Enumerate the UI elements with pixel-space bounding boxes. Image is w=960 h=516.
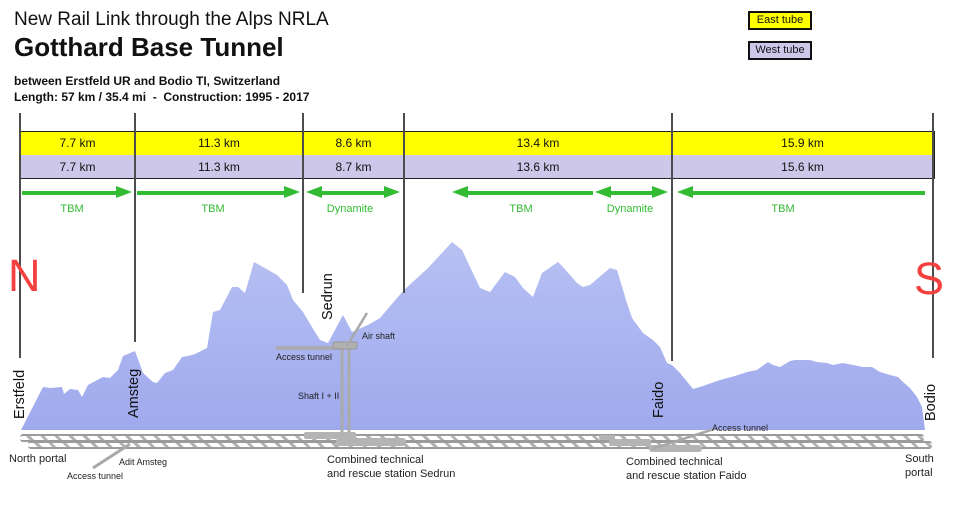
method-arrow-tbm [452,186,593,199]
annotation-combined-technical: Combined technical and rescue station Fa… [626,456,747,482]
arrow-shaft [22,190,118,195]
arrow-shaft [466,190,593,195]
annotation-air-shaft: Air shaft [362,331,396,341]
faido-station-slab-upper [609,439,651,446]
segment-divider-line [932,113,934,358]
arrowhead-left-icon [595,186,611,198]
arrowhead-left-icon [452,186,468,198]
arrowhead-left-icon [677,186,693,198]
east-segment-length: 15.9 km [781,136,824,150]
method-label: TBM [771,203,795,215]
method-arrow-tbm [677,186,925,199]
arrowhead-right-icon [284,186,300,198]
sedrun-air-shaft-line [345,312,369,347]
west-segment-length: 7.7 km [59,160,96,174]
diagram-supertitle: New Rail Link through the Alps NRLA [14,9,329,30]
station-name-sedrun: Sedrun [320,273,336,320]
amsteg-adit-line [92,442,131,470]
tunnel-track-west [28,441,932,449]
method-label: TBM [201,203,225,215]
method-label: TBM [60,203,84,215]
west-segment-length: 15.6 km [781,160,824,174]
sedrun-station-slab-lower [336,438,406,446]
method-label: Dynamite [606,203,654,215]
legend-east-tube: East tube [748,11,812,30]
annotation-north-portal: North portal [9,453,67,465]
segment-divider-line [302,113,304,293]
arrow-shaft [320,190,386,195]
station-name-erstfeld: Erstfeld [12,369,28,419]
station-name-faido: Faido [651,381,667,418]
method-label: Dynamite [326,203,374,215]
east-segment-length: 13.4 km [516,136,560,150]
sedrun-shaft-head [332,341,358,350]
annotation-access-tunnel: Access tunnel [712,423,769,433]
arrowhead-right-icon [116,186,132,198]
segment-divider-line [403,113,405,293]
method-arrow-dynamite [306,186,400,199]
arrow-shaft [137,190,286,195]
method-arrow-dynamite [595,186,668,199]
arrow-shaft [609,190,654,195]
east-segment-length: 11.3 km [198,136,240,150]
annotation-access-tunnel: Access tunnel [276,352,333,362]
segment-divider-line [134,113,136,342]
annotation-shaft-i-ii: Shaft I + II [298,391,340,401]
compass-north: N [8,250,41,301]
annotation-adit-amsteg: Adit Amsteg [119,457,168,467]
method-label: TBM [509,203,533,215]
method-arrow-tbm [137,186,300,199]
faido-station-slab-small [599,435,615,440]
west-segment-length: 11.3 km [198,160,240,174]
legend-west-tube: West tube [748,41,812,60]
faido-access-tunnel-line [651,427,715,451]
east-segment-length: 8.6 km [335,136,372,150]
header: New Rail Link through the Alps NRLA Gott… [14,8,329,105]
diagram-title: Gotthard Base Tunnel [14,32,284,62]
arrow-shaft [691,190,925,195]
diagram-subtitle-length: Length: 57 km / 35.4 mi - Construction: … [14,90,310,104]
annotation-south-portal: South portal [905,453,934,479]
segment-divider-line [671,113,673,361]
mountain-silhouette [21,242,925,430]
diagram-subtitle-route: between Erstfeld UR and Bodio TI, Switze… [14,74,281,88]
arrowhead-right-icon [652,186,668,198]
arrowhead-right-icon [384,186,400,198]
segment-divider-line [19,113,21,358]
sedrun-station-slab-upper [304,432,356,439]
station-name-amsteg: Amsteg [126,368,142,418]
east-segment-length: 7.7 km [59,136,96,150]
compass-south: S [914,253,945,304]
annotation-access-tunnel: Access tunnel [67,471,124,481]
annotation-combined-technical: Combined technical and rescue station Se… [327,454,456,480]
west-segment-length: 13.6 km [516,160,560,174]
arrowhead-left-icon [306,186,322,198]
method-arrow-tbm [22,186,132,199]
west-tube-bar [20,155,935,179]
west-segment-length: 8.7 km [335,160,372,174]
station-name-bodio: Bodio [923,383,939,421]
